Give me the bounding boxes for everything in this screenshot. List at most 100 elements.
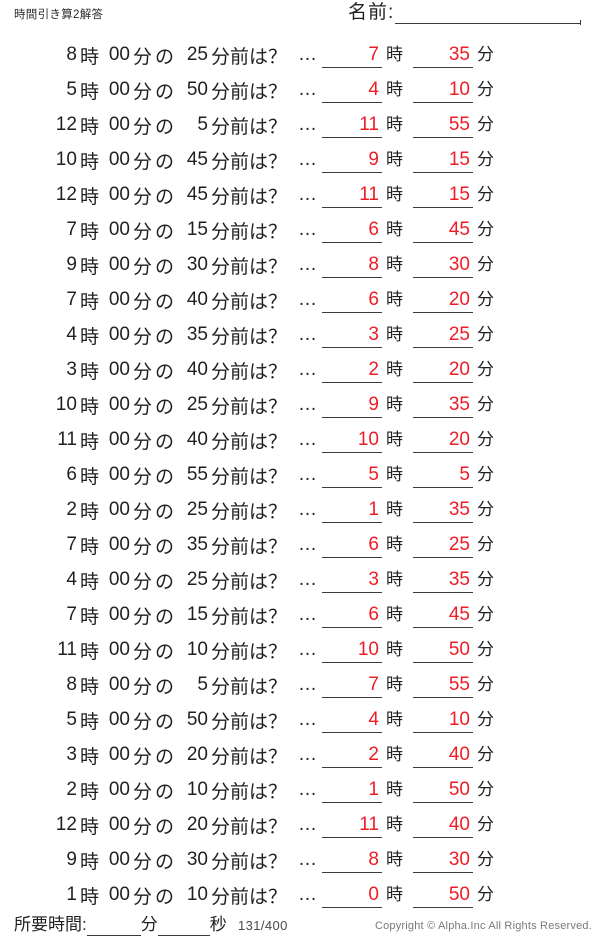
answer-hour-blank[interactable]: 7 bbox=[322, 42, 382, 68]
answer-hour-blank[interactable]: 0 bbox=[322, 882, 382, 908]
answer-minute-blank[interactable]: 50 bbox=[413, 637, 473, 663]
name-input-blank[interactable] bbox=[395, 3, 582, 25]
answer-hour-blank[interactable]: 1 bbox=[322, 777, 382, 803]
answer-hour-blank[interactable]: 9 bbox=[322, 392, 382, 418]
answer-minute-blank[interactable]: 35 bbox=[413, 497, 473, 523]
answer-minute-blank[interactable]: 10 bbox=[413, 77, 473, 103]
answer-hour-unit: 時 bbox=[386, 605, 403, 624]
answer-minute-blank[interactable]: 45 bbox=[413, 602, 473, 628]
question-minutes: 00 bbox=[108, 814, 130, 835]
problem-row: 4 時 00 分の 25 分前は？… 3 時 35 分 bbox=[0, 565, 600, 600]
answer-hour-blank[interactable]: 7 bbox=[322, 672, 382, 698]
answer-hour-value: 4 bbox=[368, 78, 379, 100]
answer-minute-blank[interactable]: 25 bbox=[413, 532, 473, 558]
answer-hour-blank[interactable]: 2 bbox=[322, 742, 382, 768]
answer-hour-blank[interactable]: 8 bbox=[322, 252, 382, 278]
answer-hour-blank[interactable]: 6 bbox=[322, 287, 382, 313]
answer-hour-blank[interactable]: 5 bbox=[322, 462, 382, 488]
question-subtract-minutes: 10 bbox=[186, 779, 208, 800]
answer-minute-blank[interactable]: 5 bbox=[413, 462, 473, 488]
question-possessive: の bbox=[154, 641, 174, 663]
answer-minute-blank[interactable]: 35 bbox=[413, 567, 473, 593]
problem-question: 5 時 00 分の 50 分前は？… bbox=[0, 707, 318, 733]
answer-minute-blank[interactable]: 50 bbox=[413, 777, 473, 803]
answer-minute-blank[interactable]: 40 bbox=[413, 812, 473, 838]
answer-minute-blank[interactable]: 30 bbox=[413, 847, 473, 873]
answer-hour-blank[interactable]: 10 bbox=[322, 427, 382, 453]
problem-row: 9 時 00 分の 30 分前は？… 8 時 30 分 bbox=[0, 845, 600, 880]
answer-minute-blank[interactable]: 35 bbox=[413, 392, 473, 418]
question-before-text: 分前は？ bbox=[210, 641, 287, 663]
answer-minute-cell: 45 分 bbox=[413, 217, 494, 243]
answer-minute-blank[interactable]: 30 bbox=[413, 252, 473, 278]
problem-question: 12 時 00 分の 45 分前は？… bbox=[0, 182, 318, 208]
question-possessive: の bbox=[154, 151, 174, 173]
question-minute-unit: 分 bbox=[132, 256, 152, 278]
question-hour-unit: 時 bbox=[79, 396, 99, 418]
answer-minute-unit: 分 bbox=[477, 360, 494, 379]
question-minute-unit: 分 bbox=[132, 746, 152, 768]
answer-hour-blank[interactable]: 11 bbox=[322, 182, 382, 208]
answer-hour-blank[interactable]: 2 bbox=[322, 357, 382, 383]
question-subtract-minutes: 40 bbox=[186, 359, 208, 380]
time-taken-seconds-blank[interactable] bbox=[157, 914, 210, 936]
answer-hour-unit: 時 bbox=[386, 360, 403, 379]
question-hour: 4 bbox=[66, 324, 77, 345]
answer-minute-unit: 分 bbox=[477, 430, 494, 449]
answer-hour-blank[interactable]: 3 bbox=[322, 567, 382, 593]
answer-minute-blank[interactable]: 20 bbox=[413, 427, 473, 453]
answer-minute-blank[interactable]: 35 bbox=[413, 42, 473, 68]
time-taken-minutes-blank[interactable] bbox=[86, 914, 141, 936]
question-hour-unit: 時 bbox=[79, 221, 99, 243]
problem-question: 11 時 00 分の 40 分前は？… bbox=[0, 427, 318, 453]
answer-minute-blank[interactable]: 10 bbox=[413, 707, 473, 733]
answer-minute-blank[interactable]: 15 bbox=[413, 147, 473, 173]
answer-hour-blank[interactable]: 6 bbox=[322, 217, 382, 243]
question-possessive: の bbox=[154, 501, 174, 523]
question-hour: 4 bbox=[66, 569, 77, 590]
answer-hour-blank[interactable]: 11 bbox=[322, 812, 382, 838]
answer-minute-value: 15 bbox=[448, 148, 470, 170]
answer-minute-cell: 50 分 bbox=[413, 882, 494, 908]
answer-minute-blank[interactable]: 40 bbox=[413, 742, 473, 768]
answer-hour-unit: 時 bbox=[386, 885, 403, 904]
answer-minute-value: 50 bbox=[448, 638, 470, 660]
answer-minute-blank[interactable]: 45 bbox=[413, 217, 473, 243]
answer-group: 8 時 30 分 bbox=[322, 252, 494, 278]
answer-hour-blank[interactable]: 9 bbox=[322, 147, 382, 173]
ellipsis-icon: … bbox=[298, 219, 318, 240]
answer-hour-blank[interactable]: 11 bbox=[322, 112, 382, 138]
answer-minute-unit: 分 bbox=[477, 325, 494, 344]
answer-minute-blank[interactable]: 20 bbox=[413, 287, 473, 313]
answer-minute-unit: 分 bbox=[477, 570, 494, 589]
answer-hour-blank[interactable]: 4 bbox=[322, 707, 382, 733]
answer-minute-blank[interactable]: 25 bbox=[413, 322, 473, 348]
answer-hour-blank[interactable]: 1 bbox=[322, 497, 382, 523]
question-hour: 5 bbox=[66, 79, 77, 100]
answer-hour-blank[interactable]: 10 bbox=[322, 637, 382, 663]
answer-minute-blank[interactable]: 50 bbox=[413, 882, 473, 908]
answer-hour-blank[interactable]: 3 bbox=[322, 322, 382, 348]
question-minute-unit: 分 bbox=[132, 606, 152, 628]
answer-hour-blank[interactable]: 6 bbox=[322, 602, 382, 628]
question-minute-unit: 分 bbox=[132, 711, 152, 733]
answer-minute-blank[interactable]: 55 bbox=[413, 112, 473, 138]
answer-minute-blank[interactable]: 55 bbox=[413, 672, 473, 698]
question-possessive: の bbox=[154, 851, 174, 873]
answer-minute-blank[interactable]: 20 bbox=[413, 357, 473, 383]
answer-hour-unit: 時 bbox=[386, 535, 403, 554]
answer-group: 10 時 20 分 bbox=[322, 427, 494, 453]
answer-group: 1 時 50 分 bbox=[322, 777, 494, 803]
question-subtract-minutes: 25 bbox=[186, 569, 208, 590]
answer-hour-blank[interactable]: 4 bbox=[322, 77, 382, 103]
problem-row: 3 時 00 分の 40 分前は？… 2 時 20 分 bbox=[0, 355, 600, 390]
question-minute-unit: 分 bbox=[132, 851, 152, 873]
answer-minute-blank[interactable]: 15 bbox=[413, 182, 473, 208]
answer-minute-cell: 50 分 bbox=[413, 777, 494, 803]
answer-hour-blank[interactable]: 8 bbox=[322, 847, 382, 873]
question-hour: 8 bbox=[66, 674, 77, 695]
question-hour: 7 bbox=[66, 534, 77, 555]
answer-hour-blank[interactable]: 6 bbox=[322, 532, 382, 558]
question-before-text: 分前は？ bbox=[210, 81, 287, 103]
